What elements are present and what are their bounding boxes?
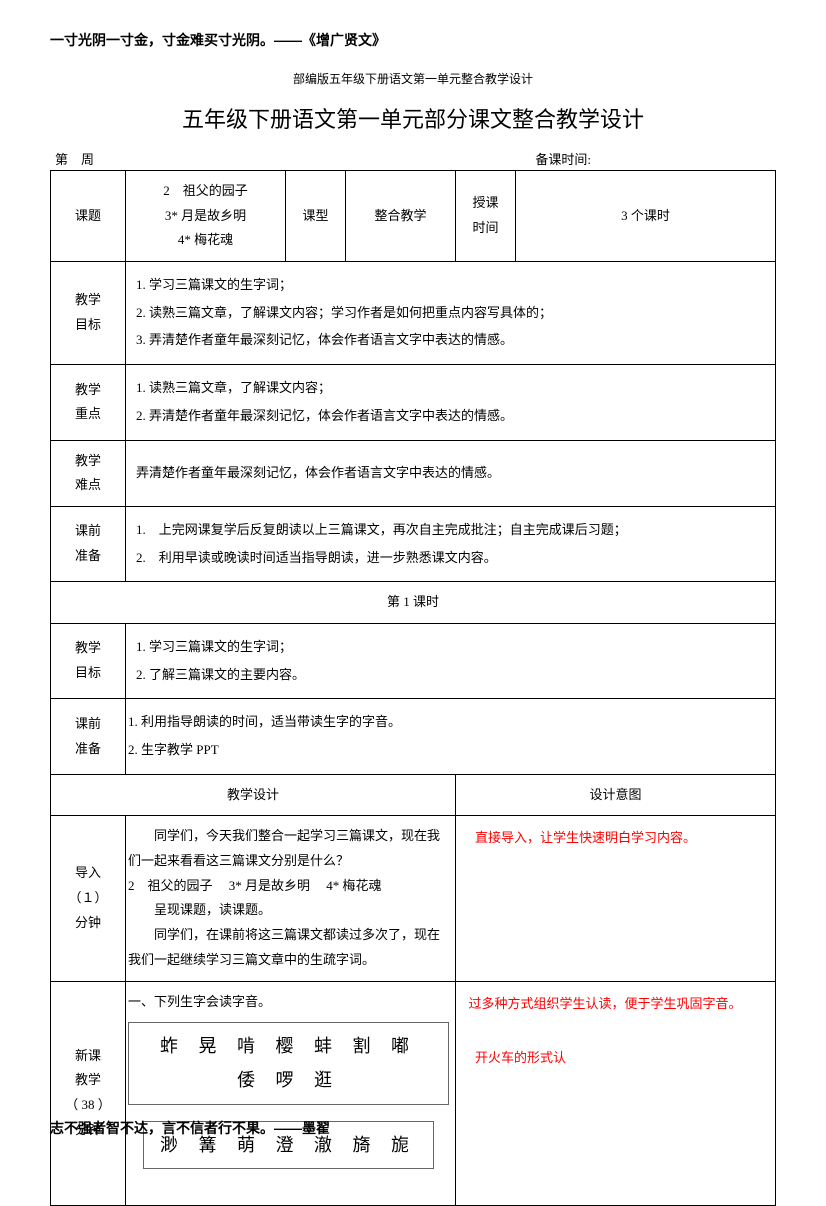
goal-1: 1. 学习三篇课文的生字词； [136, 273, 769, 298]
prep-label-2: 准备 [57, 544, 119, 569]
goal-2: 2. 读熟三篇文章，了解课文内容；学习作者是如何把重点内容写具体的； [136, 301, 769, 326]
intro-label-3: 分钟 [57, 911, 119, 936]
prep-label-1: 课前 [57, 519, 119, 544]
intro-label-2: （１） [57, 886, 119, 911]
period-prep-label: 课前 准备 [51, 699, 126, 774]
newlesson-intent-1: 过多种方式组织学生认读，便于学生巩固字音。 [462, 992, 769, 1017]
period-goal-1: 1. 学习三篇课文的生字词； [136, 635, 769, 660]
period-goals-content: 1. 学习三篇课文的生字词； 2. 了解三篇课文的主要内容。 [126, 623, 776, 698]
time-label-2: 时间 [462, 216, 509, 241]
intro-label: 导入 （１） 分钟 [51, 816, 126, 981]
goals-content: 1. 学习三篇课文的生字词； 2. 读熟三篇文章，了解课文内容；学习作者是如何把… [126, 262, 776, 365]
newlesson-label-3: （ 38 ） [57, 1093, 119, 1118]
design-header-left: 教学设计 [51, 774, 456, 816]
pre-table-row: 第 周 备课时间: [50, 149, 776, 168]
subtitle: 部编版五年级下册语文第一单元整合教学设计 [50, 70, 776, 87]
top-quote: 一寸光阴一寸金，寸金难买寸光阴。——《增广贤文》 [50, 30, 776, 50]
difficulty-label-2: 难点 [57, 473, 119, 498]
newlesson-content: 一、下列生字会读字音。 蚱 晃 啃 樱 蚌 割 嘟 倭 啰 逛 渺 篝 萌 澄 … [126, 981, 456, 1205]
bottom-quote: 志不强者智不达，言不信者行不果。——墨翟 [50, 1118, 330, 1138]
focus-1: 1. 读熟三篇文章，了解课文内容； [136, 376, 769, 401]
intro-intent-text: 直接导入，让学生快速明白学习内容。 [462, 826, 769, 851]
topic-label: 课题 [51, 171, 126, 262]
focus-content: 1. 读熟三篇文章，了解课文内容； 2. 弄清楚作者童年最深刻记忆，体会作者语言… [126, 365, 776, 440]
prep-label: 课前 准备 [51, 506, 126, 581]
char-box-1: 蚱 晃 啃 樱 蚌 割 嘟 倭 啰 逛 [128, 1022, 449, 1104]
goal-3: 3. 弄清楚作者童年最深刻记忆，体会作者语言文字中表达的情感。 [136, 328, 769, 353]
intro-p3: 呈现课题，读课题。 [128, 898, 449, 923]
period-prep-content: 1. 利用指导朗读的时间，适当带读生字的字音。 2. 生字教学 PPT [126, 699, 776, 774]
char-container-1: 蚱 晃 啃 樱 蚌 割 嘟 倭 啰 逛 [128, 1014, 449, 1112]
intro-p2: 2 祖父的园子 3* 月是故乡明 4* 梅花魂 [128, 874, 449, 899]
intro-content: 同学们，今天我们整合一起学习三篇课文，现在我们一起来看看这三篇课文分别是什么？ … [126, 816, 456, 981]
period-prep-1: 1. 利用指导朗读的时间，适当带读生字的字音。 [128, 710, 769, 735]
intro-label-1: 导入 [57, 861, 119, 886]
prep-time-label: 备课时间: [535, 149, 591, 168]
goals-label-1: 教学 [57, 288, 119, 313]
prep-content: 1. 上完网课复学后反复朗读以上三篇课文，再次自主完成批注；自主完成课后习题； … [126, 506, 776, 581]
focus-label-1: 教学 [57, 378, 119, 403]
prep-2: 2. 利用早读或晚读时间适当指导朗读，进一步熟悉课文内容。 [136, 546, 769, 571]
main-title: 五年级下册语文第一单元部分课文整合教学设计 [50, 102, 776, 134]
period-goal-2: 2. 了解三篇课文的主要内容。 [136, 663, 769, 688]
newlesson-line1: 一、下列生字会读字音。 [128, 990, 449, 1015]
goals-label: 教学 目标 [51, 262, 126, 365]
newlesson-intent-2: 开火车的形式认 [462, 1046, 769, 1071]
type-label: 课型 [286, 171, 346, 262]
period-prep-label-1: 课前 [57, 712, 119, 737]
newlesson-label-1: 新课 [57, 1044, 119, 1069]
lesson-line-3: 4* 梅花魂 [132, 228, 279, 253]
newlesson-label-2: 教学 [57, 1068, 119, 1093]
newlesson-label: 新课 教学 （ 38 ） 分钟 [51, 981, 126, 1205]
intro-p4: 同学们，在课前将这三篇课文都读过多次了，现在我们一起继续学习三篇文章中的生疏字词… [128, 923, 449, 972]
week-label: 第 周 [55, 149, 94, 168]
goals-label-2: 目标 [57, 313, 119, 338]
time-label-1: 授课 [462, 191, 509, 216]
period-goals-label-1: 教学 [57, 636, 119, 661]
period-goals-label: 教学 目标 [51, 623, 126, 698]
intro-intent: 直接导入，让学生快速明白学习内容。 [456, 816, 776, 981]
period-header: 第 1 课时 [51, 582, 776, 624]
type-value: 整合教学 [346, 171, 456, 262]
time-label: 授课 时间 [456, 171, 516, 262]
focus-label: 教学 重点 [51, 365, 126, 440]
lesson-line-2: 3* 月是故乡明 [132, 204, 279, 229]
lesson-plan-table: 课题 2 祖父的园子 3* 月是故乡明 4* 梅花魂 课型 整合教学 授课 时间… [50, 170, 776, 1206]
prep-1: 1. 上完网课复学后反复朗读以上三篇课文，再次自主完成批注；自主完成课后习题； [136, 518, 769, 543]
lesson-line-1: 2 祖父的园子 [132, 179, 279, 204]
topic-lessons: 2 祖父的园子 3* 月是故乡明 4* 梅花魂 [126, 171, 286, 262]
period-prep-label-2: 准备 [57, 737, 119, 762]
period-prep-2: 2. 生字教学 PPT [128, 738, 769, 763]
newlesson-intent: 过多种方式组织学生认读，便于学生巩固字音。 开火车的形式认 [456, 981, 776, 1205]
difficulty-label: 教学 难点 [51, 440, 126, 506]
difficulty-label-1: 教学 [57, 449, 119, 474]
period-goals-label-2: 目标 [57, 661, 119, 686]
time-value: 3 个课时 [516, 171, 776, 262]
focus-2: 2. 弄清楚作者童年最深刻记忆，体会作者语言文字中表达的情感。 [136, 404, 769, 429]
difficulty-content: 弄清楚作者童年最深刻记忆，体会作者语言文字中表达的情感。 [126, 440, 776, 506]
focus-label-2: 重点 [57, 402, 119, 427]
intro-p1: 同学们，今天我们整合一起学习三篇课文，现在我们一起来看看这三篇课文分别是什么？ [128, 824, 449, 873]
design-header-right: 设计意图 [456, 774, 776, 816]
